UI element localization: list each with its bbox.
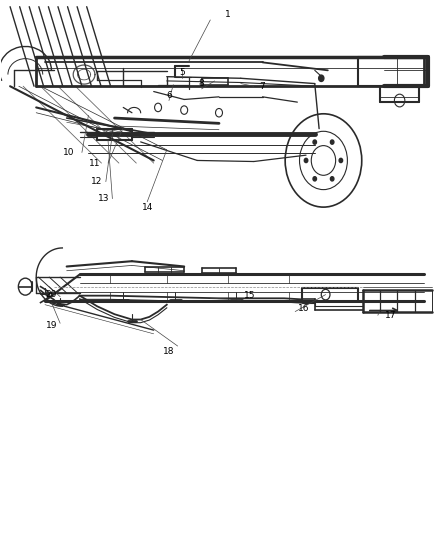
Text: 5: 5 xyxy=(179,68,185,77)
Circle shape xyxy=(304,158,308,163)
Circle shape xyxy=(330,177,334,181)
Text: 1: 1 xyxy=(225,10,230,19)
Circle shape xyxy=(330,140,334,144)
Text: 14: 14 xyxy=(141,203,153,212)
Text: 7: 7 xyxy=(260,82,265,91)
Text: 18: 18 xyxy=(163,347,175,356)
Circle shape xyxy=(339,158,343,163)
Circle shape xyxy=(319,75,324,82)
Text: 20: 20 xyxy=(46,289,57,298)
Text: 17: 17 xyxy=(385,311,397,320)
Text: 15: 15 xyxy=(244,291,255,300)
Text: 11: 11 xyxy=(89,159,101,167)
Circle shape xyxy=(313,177,317,181)
Circle shape xyxy=(313,140,317,144)
Text: 6: 6 xyxy=(166,91,172,100)
Text: 16: 16 xyxy=(298,304,310,313)
Text: 13: 13 xyxy=(98,194,110,203)
Text: 10: 10 xyxy=(63,148,74,157)
Text: 12: 12 xyxy=(92,177,103,186)
Text: 8: 8 xyxy=(199,79,205,88)
Text: 19: 19 xyxy=(46,321,57,330)
